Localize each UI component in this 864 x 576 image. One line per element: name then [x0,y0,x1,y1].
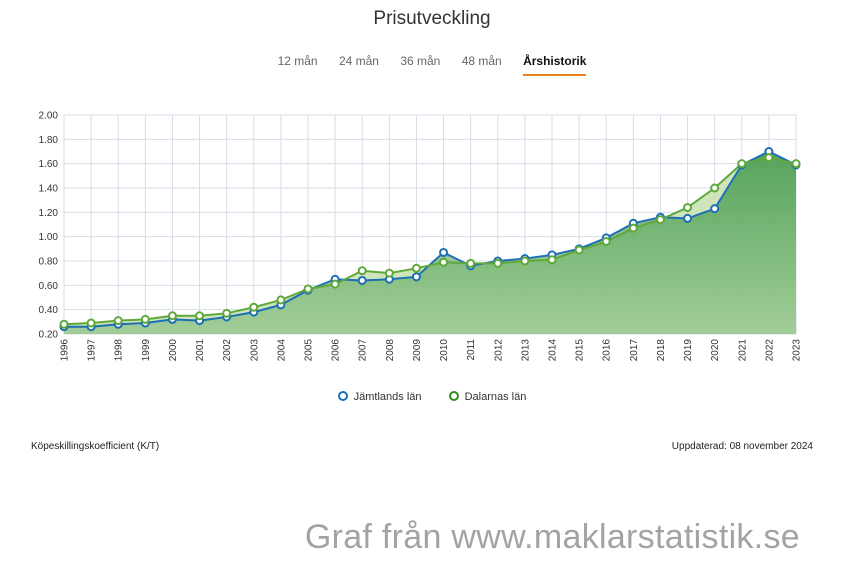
y-tick-label: 2.00 [39,111,59,122]
x-tick-label: 2013 [520,339,531,362]
tab-24-months[interactable]: 24 mån [338,54,379,68]
period-tabs: 12 mån 24 mån 36 mån 48 mån Årshistorik [0,54,864,76]
y-tick-label: 1.40 [39,184,59,195]
data-point-dalarna [357,266,367,276]
x-tick-label: 2010 [439,339,450,362]
data-point-dalarna [86,318,96,328]
x-tick-label: 2012 [493,339,504,362]
tab-12-months[interactable]: 12 mån [277,54,318,68]
data-point-dalarna [276,295,286,305]
line-chart: 0.20 0.40 0.60 0.80 1.00 1.20 1.40 1.60 1.80 2.00… [39,111,803,362]
data-point-jamtland [683,213,693,223]
legend-item-dalarna[interactable]: Dalarnas län [448,391,527,403]
chart-title: Prisutveckling [373,8,491,29]
x-tick-label: 2003 [249,339,260,362]
data-point-dalarna [520,256,530,266]
tab-year-history[interactable]: Årshistorik [523,54,587,76]
chart-lines [63,150,797,328]
data-point-dalarna [710,183,720,193]
data-point-dalarna [493,258,503,268]
legend-item-jamtland[interactable]: Jämtlands län [337,391,422,403]
y-tick-label: 0.20 [39,330,59,341]
tab-48-months[interactable]: 48 mån [461,54,502,68]
data-point-dalarna [303,284,313,294]
data-point-jamtland [411,272,421,282]
tab-36-months[interactable]: 36 mån [400,54,441,68]
x-tick-label: 2020 [710,339,721,362]
x-tick-label: 2014 [548,339,559,362]
data-point-dalarna [249,302,259,312]
y-tick-label: 1.80 [39,135,59,146]
x-tick-label: 2021 [737,339,748,362]
data-point-dalarna [140,314,150,324]
x-tick-label: 2008 [385,339,396,362]
data-point-dalarna [59,319,69,329]
x-tick-label: 2017 [629,339,640,362]
y-tick-label: 1.60 [39,159,59,170]
x-tick-label: 2018 [656,339,667,362]
x-tick-label: 2002 [222,339,233,362]
x-tick-label: 1998 [114,339,125,362]
chart-points [59,147,801,332]
data-point-dalarna [411,263,421,273]
data-point-dalarna [466,258,476,268]
data-point-dalarna [655,215,665,225]
y-tick-label: 1.20 [39,208,59,219]
x-tick-label: 1996 [60,339,71,362]
data-point-dalarna [167,311,177,321]
y-axis: 0.20 0.40 0.60 0.80 1.00 1.20 1.40 1.60 1.80 2.00 [39,111,59,341]
x-tick-label: 2019 [683,339,694,362]
data-point-jamtland [439,247,449,257]
x-tick-label: 1999 [141,339,152,362]
x-tick-label: 2004 [276,339,287,362]
data-point-dalarna [330,279,340,289]
metric-label: Köpeskillingskoefficient (K/T) [31,441,160,452]
data-point-dalarna [195,311,205,321]
data-point-dalarna [222,308,232,318]
data-point-dalarna [601,237,611,247]
chart-areas [64,151,796,334]
data-point-dalarna [683,202,693,212]
y-tick-label: 1.00 [39,232,59,243]
data-point-dalarna [113,316,123,326]
legend-label: Jämtlands län [353,391,422,403]
data-point-dalarna [737,159,747,169]
data-point-dalarna [439,257,449,267]
y-tick-label: 0.60 [39,281,59,292]
data-point-dalarna [384,268,394,278]
x-tick-label: 2023 [792,339,803,362]
data-point-dalarna [791,159,801,169]
x-tick-label: 2016 [602,339,613,362]
y-tick-label: 0.40 [39,305,59,316]
watermark: Graf från www.maklarstatistik.se [304,518,800,556]
area-jamtland [64,151,796,334]
x-tick-label: 2005 [304,339,315,362]
x-tick-label: 2000 [168,339,179,362]
data-point-dalarna [628,223,638,233]
updated-date: Uppdaterad: 08 november 2024 [671,441,813,452]
x-axis: 1996 1997 1998 1999 2000 2001 2002 2003 2004 2005… [60,339,803,362]
x-tick-label: 2011 [466,339,477,361]
x-tick-label: 2007 [358,339,369,362]
x-tick-label: 2009 [412,339,423,362]
chart-legend: Jämtlands län Dalarnas län [0,391,864,403]
data-point-jamtland [357,275,367,285]
x-tick-label: 1997 [87,339,98,362]
data-point-jamtland [710,204,720,214]
data-point-dalarna [547,255,557,265]
y-tick-label: 0.80 [39,257,59,268]
x-tick-label: 2001 [195,339,206,362]
series-line-dalarna [63,156,797,326]
data-point-dalarna [574,245,584,255]
legend-marker-icon [337,391,348,401]
legend-label: Dalarnas län [464,391,527,403]
x-tick-label: 2006 [331,339,342,362]
x-tick-label: 2022 [764,339,775,362]
data-point-dalarna [764,153,774,163]
x-tick-label: 2015 [575,339,586,362]
legend-marker-icon [448,391,459,401]
